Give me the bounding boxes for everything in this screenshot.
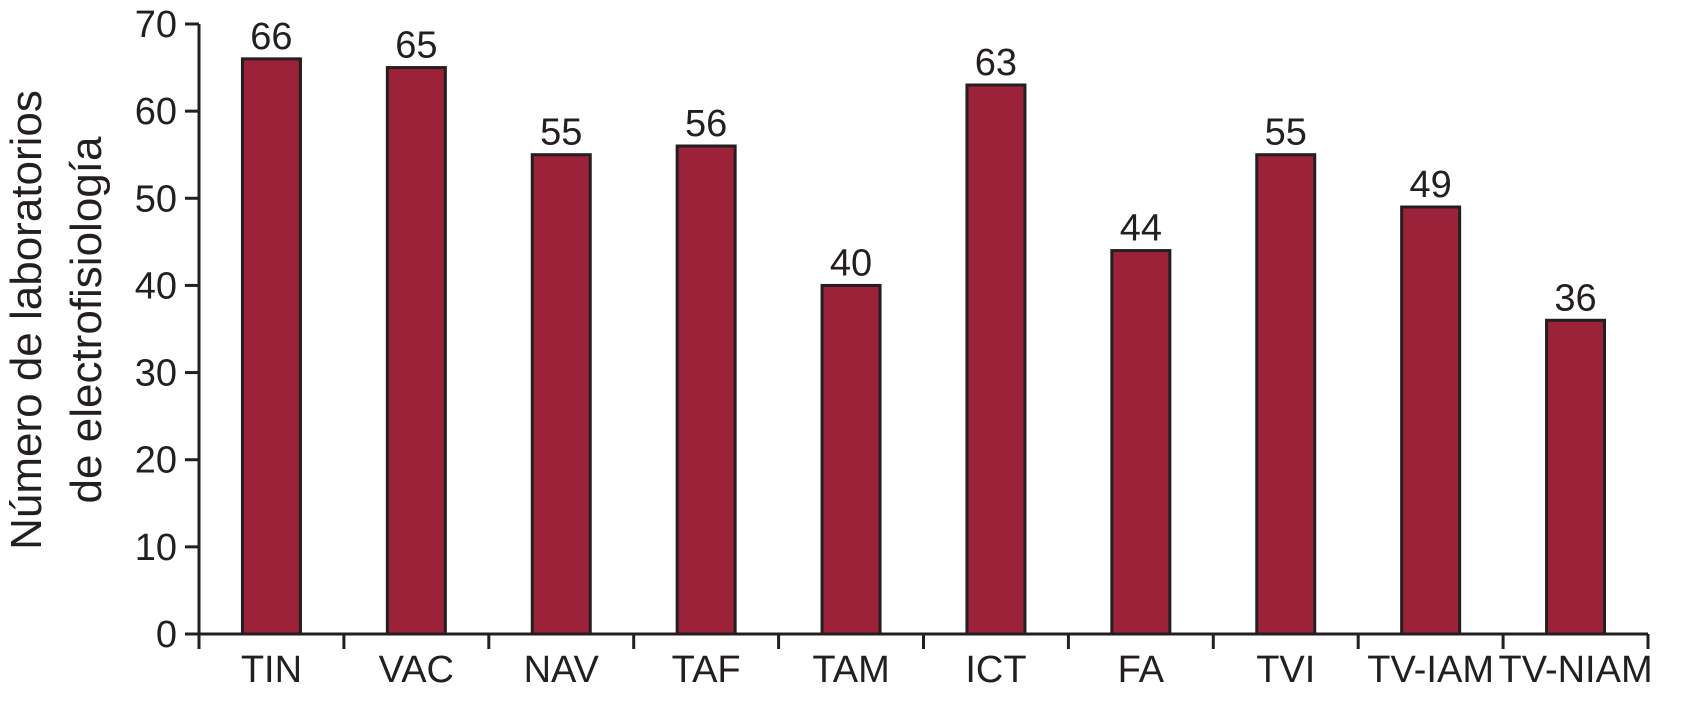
y-tick-label-20: 20 bbox=[135, 440, 177, 482]
value-label-tam: 40 bbox=[830, 242, 872, 284]
y-axis-title: Número de laboratorios de electrofisiolo… bbox=[2, 90, 111, 550]
x-tick-label-fa: FA bbox=[1118, 649, 1165, 691]
y-tick-label-10: 10 bbox=[135, 527, 177, 569]
bar-tam bbox=[820, 283, 882, 636]
x-tick-label-ict: ICT bbox=[965, 649, 1026, 691]
y-tick-label-0: 0 bbox=[156, 614, 177, 656]
value-label-vac: 65 bbox=[395, 25, 437, 67]
value-label-tvi: 55 bbox=[1265, 112, 1307, 154]
bar-tv-iam bbox=[1400, 205, 1462, 636]
bar-tin bbox=[240, 57, 302, 636]
y-tick-label-40: 40 bbox=[135, 265, 177, 307]
y-tick-label-30: 30 bbox=[135, 353, 177, 395]
x-axis: TIN VAC NAV TAF TAM ICT FA TVI TV-IAM TV-NIAM bbox=[197, 632, 1653, 691]
y-axis: 0 10 20 30 40 50 60 70 bbox=[135, 4, 201, 656]
bar-taf bbox=[675, 144, 737, 636]
bar-vac bbox=[385, 66, 447, 636]
value-label-taf: 56 bbox=[685, 103, 727, 145]
y-tick-label-50: 50 bbox=[135, 178, 177, 220]
value-label-tin: 66 bbox=[250, 16, 292, 58]
x-tick-label-nav: NAV bbox=[524, 649, 600, 691]
value-label-tv-niam: 36 bbox=[1554, 277, 1596, 319]
x-tick-label-tin: TIN bbox=[241, 649, 302, 691]
bar-fa bbox=[1110, 249, 1172, 636]
x-tick-label-tam: TAM bbox=[812, 649, 889, 691]
bar-ict bbox=[965, 83, 1027, 636]
bar-tv-niam bbox=[1545, 318, 1607, 636]
y-axis-title-line-1: Número de laboratorios bbox=[2, 90, 51, 550]
value-labels-group: 66 65 55 56 40 63 44 55 49 36 bbox=[250, 16, 1596, 319]
x-tick-label-tv-niam: TV-NIAM bbox=[1498, 649, 1652, 691]
bar-nav bbox=[530, 153, 592, 636]
x-tick-label-taf: TAF bbox=[672, 649, 741, 691]
bars-group bbox=[240, 57, 1607, 636]
y-tick-label-60: 60 bbox=[135, 91, 177, 133]
value-label-fa: 44 bbox=[1120, 208, 1162, 250]
x-tick-label-tv-iam: TV-IAM bbox=[1367, 649, 1494, 691]
bar-tvi bbox=[1255, 153, 1317, 636]
y-tick-label-70: 70 bbox=[135, 4, 177, 46]
x-tick-label-vac: VAC bbox=[379, 649, 454, 691]
value-label-ict: 63 bbox=[975, 42, 1017, 84]
x-tick-label-tvi: TVI bbox=[1256, 649, 1315, 691]
value-label-tv-iam: 49 bbox=[1410, 164, 1452, 206]
y-axis-title-line-2: de electrofisiología bbox=[62, 136, 111, 503]
value-label-nav: 55 bbox=[540, 112, 582, 154]
